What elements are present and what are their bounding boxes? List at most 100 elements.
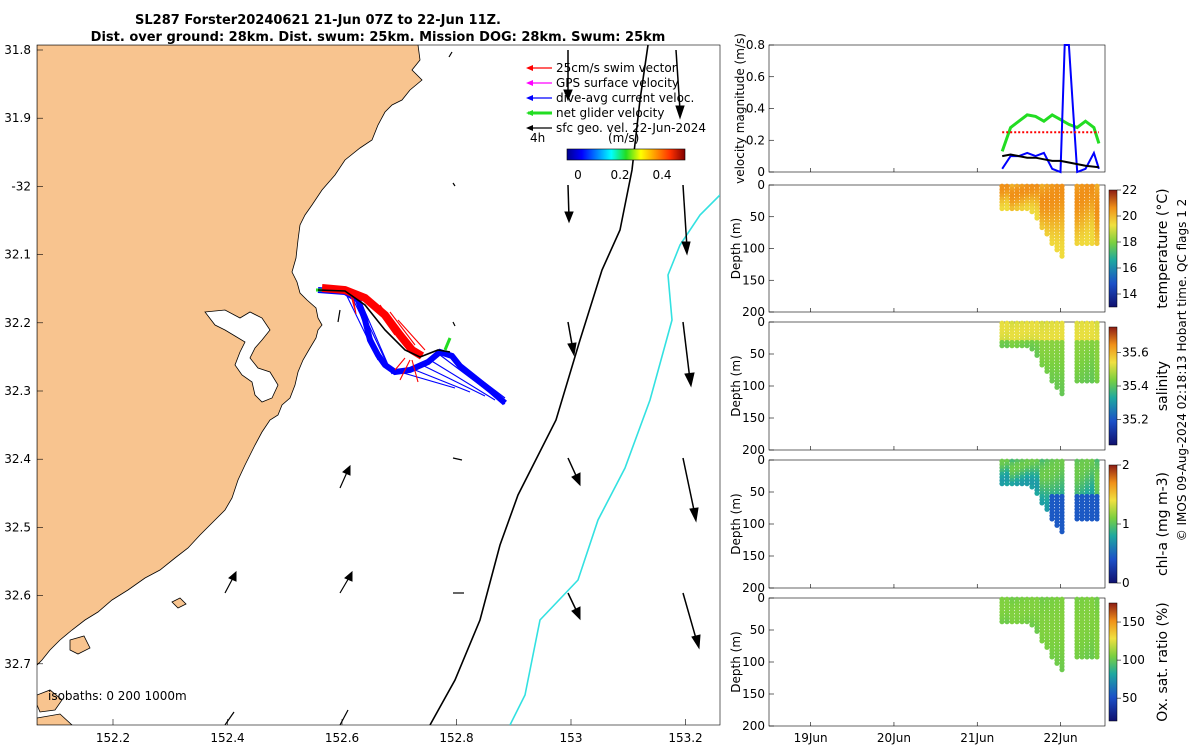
chla-profile-point	[1089, 516, 1095, 522]
map-y-tick-label: -32	[11, 179, 31, 193]
footer-note: © IMOS 09-Aug-2024 02:18:13 Hobart time.…	[1175, 199, 1189, 542]
salinity-y-tick-label: 50	[750, 347, 765, 361]
temperature-colorbar-tick-label: 20	[1122, 209, 1137, 223]
chla-y-tick-label: 200	[742, 581, 765, 595]
temperature-profile-point	[1004, 205, 1010, 212]
velocity-y-axis-label: velocity magnitude (m/s)	[733, 33, 747, 184]
oxygen-profile-point	[1049, 654, 1055, 660]
oxygen-profile-point	[1019, 619, 1025, 625]
map-y-tick-label: 32.5	[4, 520, 31, 534]
map-y-tick-label: 32.7	[4, 657, 31, 671]
temperature-profile-point	[1034, 215, 1040, 221]
salinity-profile-point	[1009, 343, 1015, 349]
salinity-y-tick-label: 0	[757, 315, 765, 329]
net-glider-velocity	[316, 288, 452, 358]
chla-section-data	[999, 458, 1100, 535]
temperature-y-tick-label: 200	[742, 305, 765, 319]
chla-colorbar	[1108, 464, 1118, 584]
section-x-tick-label: 22Jun	[1044, 731, 1078, 745]
isobath-1000m	[509, 194, 720, 725]
sfc-geo-velocity-arrows	[224, 49, 701, 725]
salinity-profile-point	[1089, 378, 1095, 384]
map-x-tick-label: 152.6	[325, 731, 359, 745]
temperature-y-tick-label: 100	[742, 242, 765, 256]
legend-colorbar-tick-label: 0	[574, 168, 582, 182]
chla-profile-point	[1034, 490, 1040, 496]
salinity-profile-point	[1024, 343, 1030, 349]
chla-profile-point	[1014, 481, 1020, 487]
chla-profile-point	[1039, 500, 1045, 506]
map-x-tick-label: 153.2	[668, 731, 702, 745]
temperature-profile-point	[1049, 240, 1055, 247]
chla-profile-point	[1059, 529, 1065, 535]
salinity-y-tick-label: 200	[742, 443, 765, 457]
oxygen-y-axis-label: Depth (m)	[729, 631, 743, 692]
legend-swatch-arrowhead	[526, 65, 533, 71]
map-y-tick-label: 32.4	[4, 452, 31, 466]
salinity-colorbar-tick-label: 35.4	[1122, 379, 1149, 393]
salinity-profile-point	[1034, 352, 1040, 358]
oxygen-profile-point	[1059, 667, 1065, 673]
chla-profile-point	[999, 481, 1005, 487]
salinity-colorbar-label: salinity	[1155, 361, 1171, 411]
chla-colorbar-tick-label: 2	[1122, 458, 1130, 472]
legend-units-label: (m/s)	[608, 131, 639, 145]
temperature-profile-point	[1024, 205, 1030, 212]
temperature-colorbar-label: temperature (°C)	[1155, 188, 1171, 308]
chla-panel-frame	[768, 459, 1106, 589]
oxygen-panel-frame	[768, 597, 1106, 727]
salinity-profile-point	[1084, 378, 1090, 384]
salinity-colorbar-tick-label: 35.2	[1122, 413, 1149, 427]
salinity-profile-point	[1004, 343, 1010, 349]
salinity-profile-point	[1014, 343, 1020, 349]
legend-item-label: GPS surface velocity	[556, 76, 679, 90]
chla-profile-point	[1074, 516, 1080, 522]
oxygen-colorbar-tick-label: 150	[1122, 615, 1145, 629]
chla-profile-point	[1079, 516, 1085, 522]
chla-profile-point	[1019, 481, 1025, 487]
salinity-profile-point	[1044, 368, 1050, 374]
map-y-tick-label: 31.9	[4, 111, 31, 125]
legend-colorbar	[566, 148, 686, 161]
section-x-tick-label: 21Jun	[960, 731, 994, 745]
salinity-panel-frame	[768, 321, 1106, 451]
coastline-land	[37, 45, 423, 666]
chla-profile-point	[1029, 484, 1035, 490]
temperature-profile-point	[1039, 224, 1045, 231]
temperature-y-tick-label: 0	[757, 178, 765, 192]
oxygen-profile-point	[1014, 619, 1020, 625]
figure-title-line2: Dist. over ground: 28km. Dist. swum: 25k…	[91, 30, 666, 45]
temperature-profile-point	[1014, 205, 1020, 212]
temperature-colorbar-tick-label: 14	[1122, 287, 1137, 301]
legend-item-label: dive-avg current veloc.	[556, 91, 694, 105]
oxygen-colorbar-label: Ox. sat. ratio (%)	[1155, 602, 1171, 721]
chla-y-tick-label: 50	[750, 485, 765, 499]
temperature-profile-point	[1054, 247, 1060, 253]
velocity-y-tick-label: 0	[757, 165, 765, 179]
oxygen-y-tick-label: 150	[742, 687, 765, 701]
velocity-panel-frame	[768, 44, 1106, 173]
oxygen-colorbar	[1108, 602, 1118, 722]
map-x-axis: 152.2 152.4 152.6 152.8 153 153.2	[96, 719, 703, 745]
temperature-colorbar	[1108, 189, 1118, 308]
small-islands	[69, 597, 187, 655]
chla-y-tick-label: 150	[742, 549, 765, 563]
oxygen-colorbar-tick-label: 50	[1122, 691, 1137, 705]
salinity-profile-point	[1074, 378, 1080, 384]
temperature-y-axis-label: Depth (m)	[729, 218, 743, 279]
oxygen-section-data	[999, 596, 1100, 673]
salinity-profile-point	[1049, 378, 1055, 384]
isobaths-label: isobaths: 0 200 1000m	[48, 689, 187, 703]
temperature-section-data	[999, 183, 1100, 259]
temperature-profile-point	[1084, 240, 1090, 247]
map-x-tick-label: 153	[560, 731, 583, 745]
legend-item-label: 25cm/s swim vector	[556, 61, 677, 75]
temperature-profile-point	[1009, 205, 1015, 212]
temperature-profile-point	[1094, 240, 1100, 247]
oxygen-profile-point	[1044, 644, 1050, 650]
oxygen-profile-point	[1089, 654, 1095, 660]
oxygen-y-tick-label: 0	[757, 591, 765, 605]
velocity-y-tick-label: 0.4	[746, 102, 765, 116]
legend-swatch-arrowhead	[526, 95, 533, 101]
